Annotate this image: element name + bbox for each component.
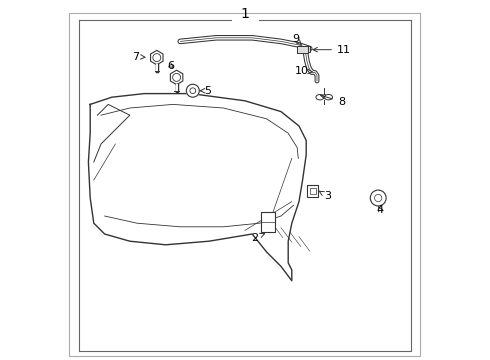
Ellipse shape bbox=[316, 95, 324, 100]
Polygon shape bbox=[88, 94, 306, 281]
Circle shape bbox=[374, 194, 382, 202]
Text: 4: 4 bbox=[376, 204, 384, 215]
Text: 1: 1 bbox=[241, 8, 249, 21]
Text: 10: 10 bbox=[295, 66, 312, 76]
Text: 5: 5 bbox=[200, 86, 211, 96]
Text: 6: 6 bbox=[167, 60, 174, 71]
Circle shape bbox=[153, 54, 161, 62]
Text: 11: 11 bbox=[313, 45, 351, 55]
Bar bbox=[261, 212, 275, 232]
Circle shape bbox=[172, 73, 180, 81]
Bar bbox=[301, 46, 310, 52]
Text: 9: 9 bbox=[292, 34, 302, 45]
Text: 7: 7 bbox=[132, 51, 145, 62]
Ellipse shape bbox=[324, 95, 333, 100]
Circle shape bbox=[190, 88, 196, 94]
Text: 8: 8 bbox=[321, 95, 345, 107]
Text: 2: 2 bbox=[251, 233, 265, 243]
Text: 3: 3 bbox=[319, 191, 331, 201]
Circle shape bbox=[186, 84, 199, 97]
Bar bbox=[297, 46, 308, 53]
Bar bbox=[307, 185, 318, 197]
Circle shape bbox=[370, 190, 386, 206]
Bar bbox=[310, 188, 316, 194]
